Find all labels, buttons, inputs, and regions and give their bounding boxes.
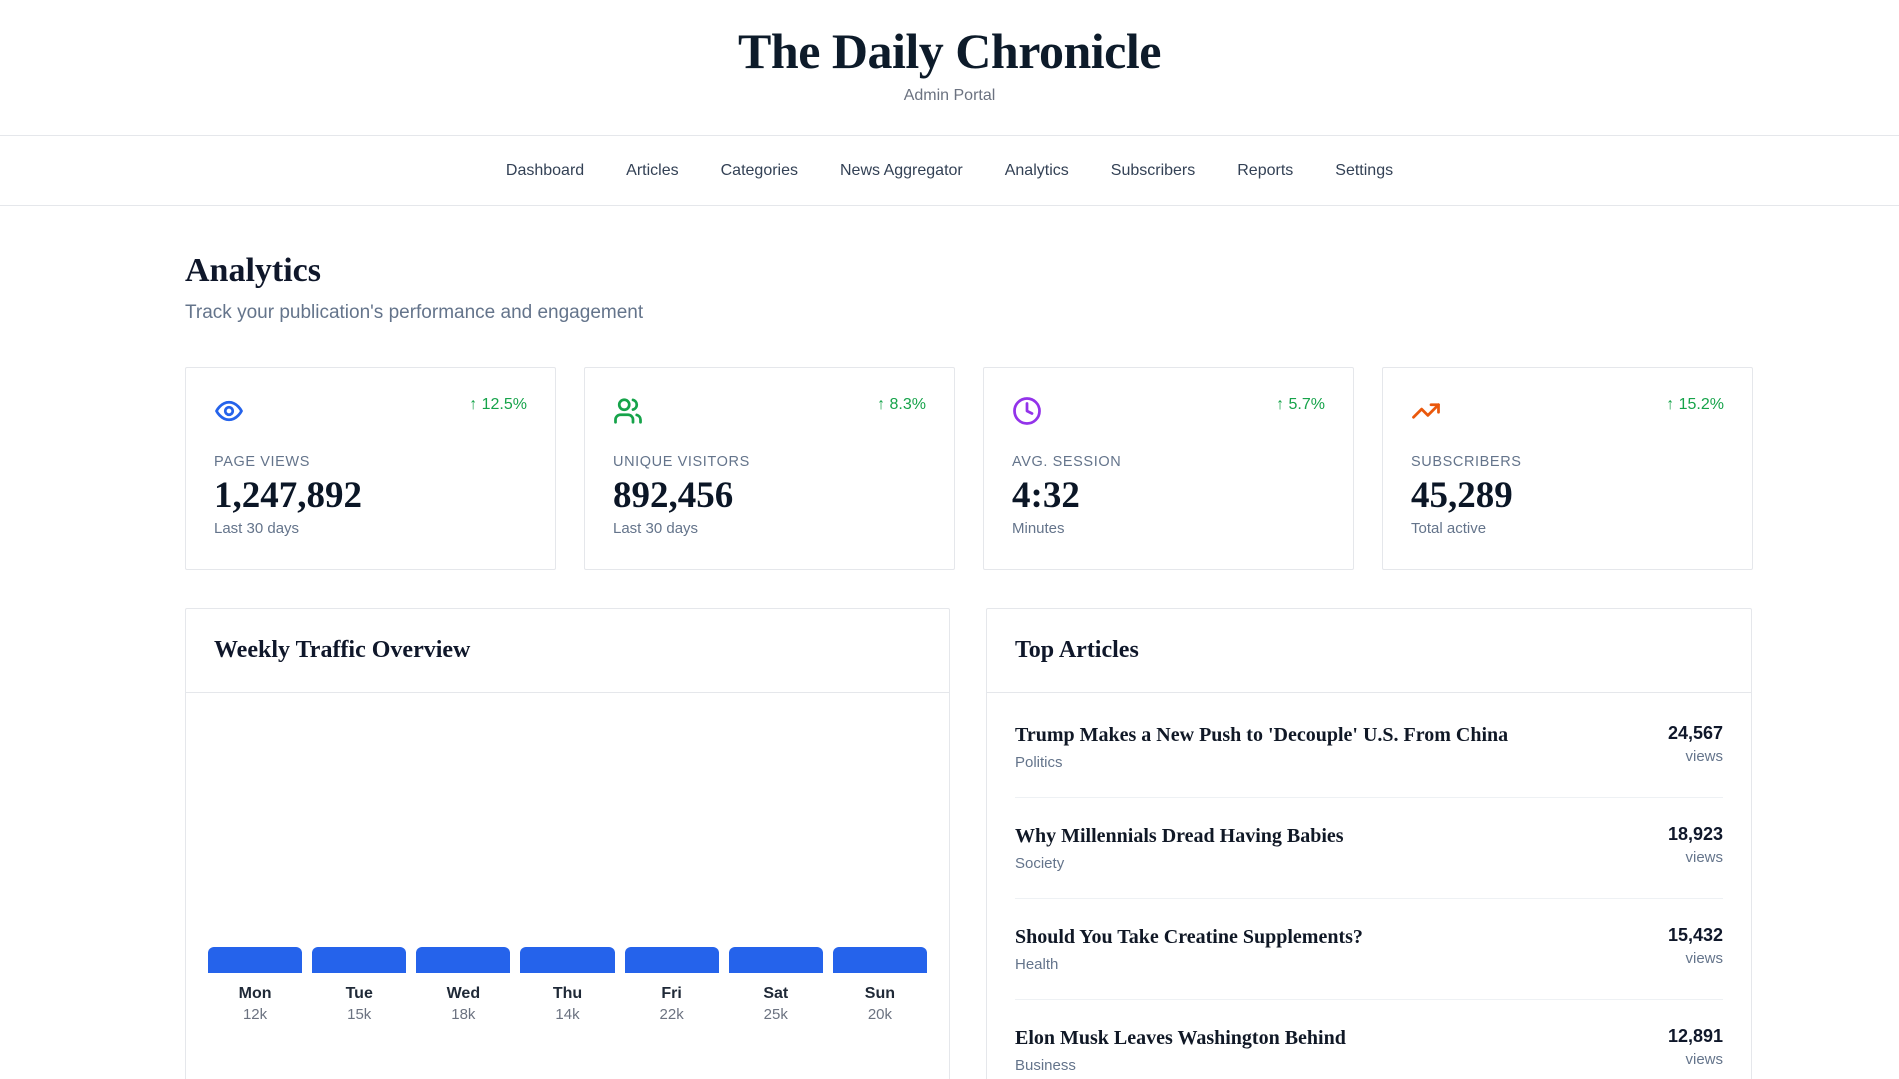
article-row[interactable]: Should You Take Creatine Supplements? He…: [1015, 899, 1723, 1000]
stat-sub: Total active: [1411, 519, 1487, 537]
stat-value: 45,289: [1411, 475, 1513, 516]
page-title: Analytics: [185, 252, 321, 289]
stat-value: 1,247,892: [214, 475, 362, 516]
bar-value-label: 18k: [451, 1006, 476, 1023]
article-title: Should You Take Creatine Supplements?: [1015, 926, 1363, 948]
stat-change: ↑ 8.3%: [877, 396, 926, 413]
clock-icon: [1013, 397, 1041, 425]
article-views-count: 12,891: [1667, 1026, 1723, 1046]
page-subtitle: Track your publication's performance and…: [185, 302, 644, 323]
article-category: Health: [1015, 956, 1059, 973]
site-title: The Daily Chronicle: [738, 23, 1161, 79]
bar-value-label: 14k: [555, 1006, 580, 1023]
weekly-traffic-header: Weekly Traffic Overview: [186, 609, 949, 693]
nav-item-settings[interactable]: Settings: [1335, 161, 1394, 179]
stat-label: SUBSCRIBERS: [1411, 454, 1522, 470]
bar-tue: [312, 947, 407, 973]
stat-change: ↑ 12.5%: [469, 396, 527, 413]
article-title: Why Millennials Dread Having Babies: [1015, 825, 1344, 847]
bar-column-thu: Thu 14k: [520, 947, 615, 1023]
stat-sub: Last 30 days: [613, 519, 699, 537]
bar-day-label: Fri: [661, 985, 682, 1002]
article-title: Elon Musk Leaves Washington Behind: [1015, 1027, 1346, 1049]
nav-item-categories[interactable]: Categories: [720, 161, 798, 179]
bar-fri: [624, 947, 719, 973]
bar-day-label: Wed: [446, 985, 481, 1002]
article-row[interactable]: Why Millennials Dread Having Babies Soci…: [1015, 798, 1723, 899]
bar-value-label: 12k: [242, 1006, 268, 1023]
bar-value-label: 15k: [347, 1006, 372, 1023]
nav-item-subscribers[interactable]: Subscribers: [1110, 161, 1196, 179]
top-articles-list: Trump Makes a New Push to 'Decouple' U.S…: [987, 693, 1751, 1079]
nav-item-dashboard[interactable]: Dashboard: [505, 161, 585, 179]
article-title: Trump Makes a New Push to 'Decouple' U.S…: [1015, 724, 1509, 746]
stat-card-unique-visitors: ↑ 8.3% UNIQUE VISITORS 892,456 Last 30 d…: [584, 367, 955, 570]
article-views-count: 15,432: [1667, 925, 1723, 945]
article-views-count: 18,923: [1667, 824, 1723, 844]
stat-value: 4:32: [1012, 475, 1080, 516]
article-views-label: views: [1685, 950, 1723, 967]
bar-sat: [728, 947, 823, 973]
nav-item-analytics[interactable]: Analytics: [1004, 161, 1069, 179]
bar-day-label: Sat: [763, 985, 789, 1002]
site-subtitle: Admin Portal: [903, 87, 996, 104]
stat-change: ↑ 5.7%: [1276, 396, 1325, 413]
bar-wed: [416, 947, 511, 973]
article-row[interactable]: Trump Makes a New Push to 'Decouple' U.S…: [1015, 697, 1723, 798]
top-articles-header: Top Articles: [987, 609, 1751, 693]
bar-value-label: 20k: [867, 1006, 892, 1023]
bar-day-label: Tue: [345, 985, 373, 1002]
nav-item-articles[interactable]: Articles: [626, 161, 679, 179]
bar-mon: [208, 947, 303, 973]
article-category: Society: [1015, 855, 1065, 872]
bar-column-fri: Fri 22k: [624, 947, 719, 1023]
eye-icon: [215, 400, 243, 422]
bar-day-label: Mon: [238, 985, 272, 1002]
article-category: Business: [1015, 1057, 1076, 1074]
nav-item-reports[interactable]: Reports: [1237, 161, 1294, 179]
bar-column-wed: Wed 18k: [416, 947, 511, 1023]
bar-column-tue: Tue 15k: [312, 947, 407, 1023]
main-nav: Dashboard Articles Categories News Aggre…: [0, 136, 1899, 206]
bar-sun: [832, 947, 927, 973]
article-views-label: views: [1685, 849, 1723, 866]
stat-label: UNIQUE VISITORS: [613, 454, 750, 470]
stat-value: 892,456: [613, 475, 734, 516]
stat-sub: Last 30 days: [214, 519, 300, 537]
top-articles-panel: Top Articles Trump Makes a New Push to '…: [986, 608, 1752, 1079]
article-views-label: views: [1685, 1051, 1723, 1068]
stats-row: ↑ 12.5% PAGE VIEWS 1,247,892 Last 30 day…: [185, 367, 1753, 570]
article-category: Politics: [1015, 754, 1063, 771]
bar-thu: [520, 947, 615, 973]
bar-column-mon: Mon 12k: [208, 947, 303, 1023]
stat-card-subscribers: ↑ 15.2% SUBSCRIBERS 45,289 Total active: [1382, 367, 1753, 570]
stat-sub: Minutes: [1012, 519, 1065, 537]
users-icon: [614, 398, 642, 424]
article-views-label: views: [1685, 748, 1723, 765]
trending-up-icon: [1412, 403, 1440, 419]
stat-card-page-views: ↑ 12.5% PAGE VIEWS 1,247,892 Last 30 day…: [185, 367, 556, 570]
article-row[interactable]: Elon Musk Leaves Washington Behind Busin…: [1015, 1000, 1723, 1079]
stat-label: PAGE VIEWS: [214, 454, 310, 470]
weekly-traffic-panel: Weekly Traffic Overview Mon 12k Tue 15k: [185, 608, 950, 1079]
stat-label: AVG. SESSION: [1012, 454, 1122, 470]
bar-day-label: Sun: [864, 985, 896, 1002]
weekly-traffic-title: Weekly Traffic Overview: [214, 637, 471, 663]
top-articles-title: Top Articles: [1015, 637, 1139, 663]
stat-card-avg-session: ↑ 5.7% AVG. SESSION 4:32 Minutes: [983, 367, 1354, 570]
main-content: Analytics Track your publication's perfo…: [185, 252, 1753, 1079]
bar-value-label: 22k: [659, 1006, 684, 1023]
masthead: The Daily Chronicle Admin Portal: [0, 0, 1899, 136]
bar-column-sat: Sat 25k: [728, 947, 823, 1023]
bar-value-label: 25k: [763, 1006, 788, 1023]
bar-column-sun: Sun 20k: [832, 947, 927, 1023]
weekly-traffic-chart: Mon 12k Tue 15k Wed 18k: [186, 693, 949, 1079]
article-views-count: 24,567: [1667, 723, 1723, 743]
stat-change: ↑ 15.2%: [1666, 396, 1724, 413]
bar-day-label: Thu: [552, 985, 583, 1002]
nav-item-news-aggregator[interactable]: News Aggregator: [840, 161, 963, 179]
